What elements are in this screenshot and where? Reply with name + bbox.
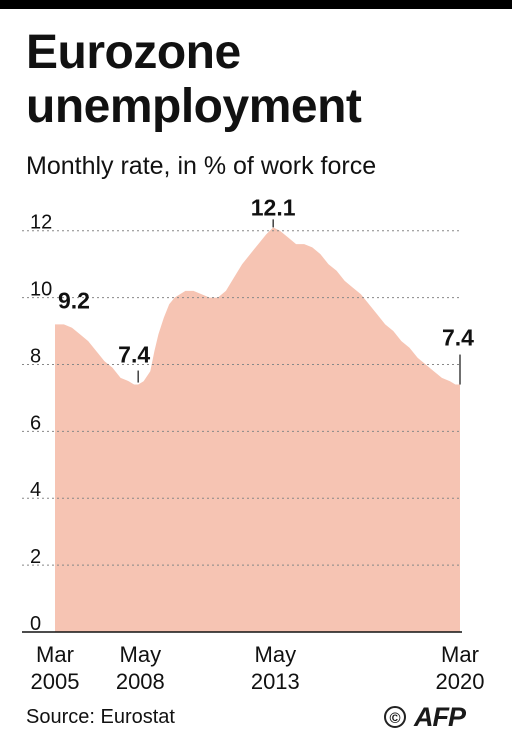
- x-tick-label: 2013: [251, 669, 300, 694]
- y-tick-label: 0: [30, 613, 41, 635]
- y-tick-label: 10: [30, 279, 52, 301]
- copyright-icon: ©: [384, 706, 406, 728]
- x-tick-label: 2005: [31, 669, 80, 694]
- x-tick-label: May: [255, 642, 297, 667]
- x-tick-label: 2020: [436, 669, 485, 694]
- x-tick-label: 2008: [116, 669, 165, 694]
- annotation-label: 9.2: [58, 287, 90, 313]
- chart-subtitle: Monthly rate, in % of work force: [26, 152, 377, 180]
- afp-logo: © AFP: [384, 702, 466, 732]
- y-tick-label: 6: [30, 412, 41, 434]
- chart-title: Eurozone unemployment: [26, 26, 362, 133]
- y-tick-label: 12: [30, 212, 52, 234]
- area-series: [55, 227, 460, 632]
- annotation-label: 7.4: [442, 325, 474, 351]
- afp-logo-text: AFP: [414, 702, 466, 732]
- x-tick-label: Mar: [36, 642, 74, 667]
- y-tick-label: 4: [30, 479, 41, 501]
- area-chart: 024681012Mar2005May2008May2013Mar20209.2…: [22, 194, 485, 694]
- annotation-label: 7.4: [118, 342, 150, 368]
- y-tick-label: 2: [30, 546, 41, 568]
- annotation-label: 12.1: [251, 194, 296, 220]
- top-bar: [0, 0, 512, 9]
- y-tick-label: 8: [30, 345, 41, 367]
- x-tick-label: Mar: [441, 642, 479, 667]
- source-note: Source: Eurostat: [26, 706, 175, 728]
- x-tick-label: May: [120, 642, 162, 667]
